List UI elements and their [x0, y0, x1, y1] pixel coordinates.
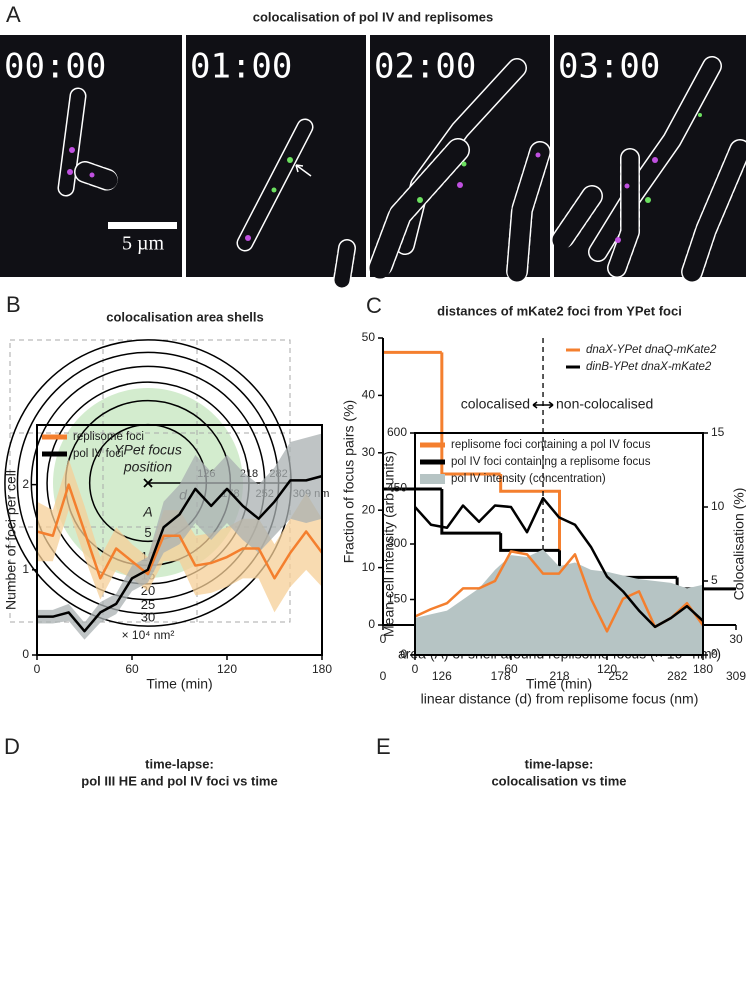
chart-title: time-lapse: [145, 756, 214, 771]
legend-label: pol IV foci containing a replisome focus [451, 456, 651, 468]
chart-title: time-lapse: [525, 756, 594, 771]
step-segment [499, 533, 560, 552]
x2-tick-label: 178 [491, 669, 511, 683]
y-tick-label: 2 [22, 477, 29, 491]
panel-label: B [6, 292, 21, 317]
timestamp: 00:00 [4, 47, 106, 87]
x2-axis-label: linear distance (d) from replisome focus… [421, 691, 699, 707]
step-segment [675, 577, 736, 591]
x-tick-label: 180 [693, 662, 713, 676]
legend-label: pol IV intensity (concentration) [451, 473, 606, 485]
x-tick-label: 120 [217, 662, 237, 676]
y2-tick-label: 10 [711, 499, 725, 513]
y2-tick-label: 15 [711, 425, 725, 439]
y-axis-label: Number of foci per cell [3, 470, 19, 610]
legend-label: dnaX-YPet dnaQ-mKate2 [586, 344, 717, 356]
shell-area-label: 30 [141, 610, 155, 625]
line [414, 496, 704, 629]
panel-label: A [6, 2, 21, 27]
legend-label: replisome foci [73, 431, 144, 443]
y-tick-label: 450 [387, 481, 407, 495]
y-tick-label: 150 [387, 592, 407, 606]
y2-tick-label: 5 [711, 573, 718, 587]
x2-tick-label: 282 [667, 669, 687, 683]
timestamp: 02:00 [374, 47, 476, 87]
x-tick-label: 0 [380, 632, 387, 646]
panel-label: D [4, 734, 20, 759]
x-tick-label: 60 [504, 662, 518, 676]
y-tick-label: 10 [362, 560, 376, 574]
shell-area-label: 5 [144, 525, 151, 540]
timestamp: 03:00 [558, 47, 660, 87]
x-tick-label: 30 [729, 632, 743, 646]
y-tick-label: 30 [362, 445, 376, 459]
chart-subtitle: colocalisation vs time [491, 773, 626, 788]
chart-subtitle: pol III HE and pol IV foci vs time [81, 773, 277, 788]
panel-label: C [366, 293, 382, 318]
x2-tick-label: 0 [380, 669, 387, 683]
focus-label: YPet focus [114, 442, 182, 458]
y-tick-label: 1 [22, 562, 29, 576]
y-tick-label: 300 [387, 536, 407, 550]
panel-title: colocalisation area shells [106, 309, 264, 324]
threshold-label: colocalised [461, 396, 530, 412]
x-tick-label: 0 [34, 662, 41, 676]
x-tick-label: 180 [312, 662, 332, 676]
x-tick-label: 0 [412, 662, 419, 676]
x2-tick-label: 309 [726, 669, 746, 683]
timestamp: 01:00 [190, 47, 292, 87]
y-axis-label: Mean cell intensity (arb. units) [381, 451, 397, 637]
x-tick-label: 60 [125, 662, 139, 676]
y-axis-label: Fraction of focus pairs (%) [341, 400, 357, 563]
panel-title: colocalisation of pol IV and replisomes [253, 9, 494, 24]
focus-label: position [123, 459, 172, 475]
y-tick-label: 50 [362, 330, 376, 344]
line [37, 474, 323, 633]
legend-swatch [420, 474, 445, 484]
y-tick-label: 20 [362, 502, 376, 516]
line [36, 483, 324, 580]
y-tick-label: 0 [368, 617, 375, 631]
chart-title: distances of mKate2 foci from YPet foci [437, 303, 682, 318]
scale-bar-label: 5 µm [122, 233, 165, 255]
threshold-arrow [532, 401, 554, 409]
y-tick-label: 600 [387, 425, 407, 439]
x2-tick-label: 252 [608, 669, 628, 683]
x-axis-label: Time (min) [526, 676, 592, 692]
area-unit: × 10⁴ nm² [122, 628, 175, 642]
area [415, 549, 703, 655]
x-axis-label: Time (min) [146, 676, 212, 692]
y-tick-label: 40 [362, 388, 376, 402]
legend-label: dinB-YPet dnaX-mKate2 [586, 361, 712, 373]
micrographs [0, 35, 746, 289]
threshold-label: non-colocalised [556, 396, 653, 412]
step-segment [440, 488, 501, 535]
y2-tick-label: 0 [711, 647, 718, 661]
area-symbol: A [142, 504, 152, 520]
x-tick-label: 120 [597, 662, 617, 676]
y-tick-label: 0 [400, 647, 407, 661]
y-tick-label: 0 [22, 647, 29, 661]
y2-axis-label: Colocalisation (%) [731, 488, 746, 601]
legend-label: pol IV foci [73, 448, 124, 460]
panel-label: E [376, 734, 391, 759]
x2-tick-label: 126 [432, 669, 452, 683]
legend-label: replisome foci containing a pol IV focus [451, 439, 651, 451]
x2-tick-label: 218 [549, 669, 569, 683]
shell-area-label: 25 [141, 597, 155, 612]
